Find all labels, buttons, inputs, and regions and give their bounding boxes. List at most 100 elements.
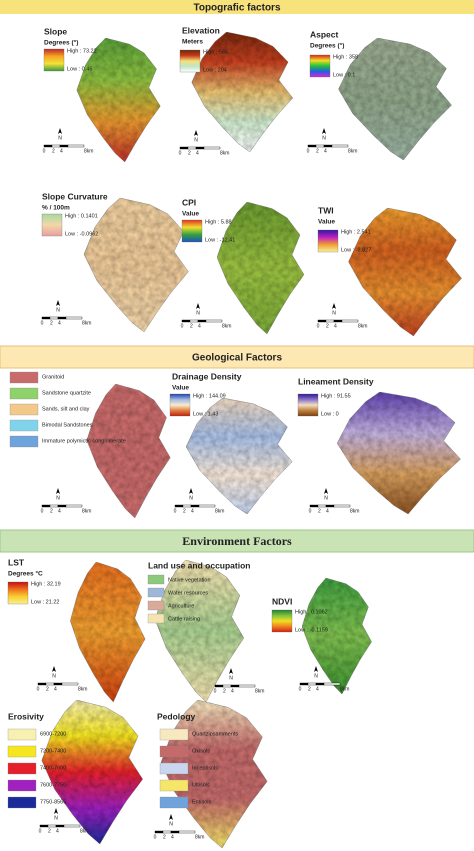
legend-label: 6900-7200 — [40, 731, 66, 737]
unit-label: Meters — [182, 39, 203, 46]
legend-label: 7750-8565 — [40, 799, 66, 805]
legend-label: 7400-7600 — [40, 765, 66, 771]
legend-swatch — [9, 403, 39, 416]
legend-swatch — [9, 371, 39, 384]
scale-bar — [162, 830, 172, 834]
scale-label: 2 — [183, 508, 186, 514]
north-arrow — [196, 303, 200, 309]
section-band — [0, 529, 474, 553]
legend-label: 7200-7400 — [40, 748, 66, 754]
scale-label: 0 — [39, 828, 42, 834]
scale-bar — [37, 682, 47, 686]
panel-title: Slope — [44, 26, 67, 36]
scale-bar — [41, 504, 51, 508]
scale-label: 0 — [214, 688, 217, 694]
scale-bar — [197, 319, 207, 323]
scale-bar — [315, 682, 325, 686]
scale-bar — [189, 319, 199, 323]
north-label: N — [54, 815, 58, 821]
north-arrow — [332, 303, 336, 309]
scale-label: 4 — [191, 508, 194, 514]
scale-label: 8km — [215, 508, 224, 514]
scale-bar — [238, 684, 256, 688]
scale-label: 2 — [48, 828, 51, 834]
section-band — [0, 0, 474, 14]
north-label: N — [229, 675, 233, 681]
scale-bar — [203, 146, 221, 150]
legend-swatch — [159, 745, 189, 758]
scale-bar — [170, 830, 180, 834]
scale-bar — [154, 830, 164, 834]
scale-bar — [315, 144, 325, 148]
legend-label: Bimodal Sandstones — [42, 422, 93, 428]
color-ramp — [43, 48, 65, 72]
north-label: N — [189, 495, 193, 501]
scale-bar — [49, 316, 59, 320]
north-label: N — [194, 137, 198, 143]
scale-label: 4 — [58, 508, 61, 514]
scale-label: 8km — [84, 148, 93, 154]
scale-label: 0 — [41, 320, 44, 326]
scale-bar — [179, 146, 189, 150]
legend-high: High : 2.541 — [341, 229, 371, 235]
scale-label: 0 — [299, 686, 302, 692]
scale-bar — [307, 682, 317, 686]
scale-bar — [182, 504, 192, 508]
north-label: N — [56, 495, 60, 501]
scale-bar — [299, 682, 309, 686]
north-arrow — [194, 130, 198, 136]
panel-title: Slope Curvature — [42, 191, 108, 201]
scale-label: 0 — [307, 148, 310, 154]
scale-label: 8km — [78, 686, 87, 692]
legend-label: Sandstone quartzite — [42, 390, 91, 396]
map — [336, 391, 461, 515]
north-arrow — [324, 488, 328, 494]
unit-label: Value — [172, 385, 189, 392]
scale-label: 8km — [348, 148, 357, 154]
north-arrow — [314, 666, 318, 672]
section-band — [0, 345, 474, 369]
scale-label: 4 — [231, 688, 234, 694]
north-arrow — [169, 814, 173, 820]
legend-high: High : 0.1401 — [65, 213, 98, 219]
legend-low: Low : 1.43 — [193, 411, 218, 417]
color-ramp — [7, 581, 29, 605]
north-arrow — [56, 488, 60, 494]
scale-bar — [230, 684, 240, 688]
legend-swatch — [7, 762, 37, 775]
legend-low: Low : -0.0962 — [65, 231, 98, 237]
panel-title: Erosivity — [8, 711, 44, 721]
scale-bar — [323, 682, 341, 686]
section-title: Geological Factors — [192, 353, 282, 364]
legend-swatch — [159, 796, 189, 809]
scale-label: 2 — [46, 686, 49, 692]
scale-label: 2 — [326, 323, 329, 329]
unit-label: Value — [318, 219, 335, 226]
scale-label: 0 — [154, 834, 157, 840]
scale-label: 8km — [340, 686, 349, 692]
north-label: N — [332, 310, 336, 316]
panel-title: Lineament Density — [298, 376, 374, 386]
north-label: N — [169, 821, 173, 827]
legend-swatch — [147, 600, 165, 611]
color-ramp — [181, 219, 203, 243]
north-label: N — [52, 673, 56, 679]
legend-swatch — [147, 587, 165, 598]
north-label: N — [324, 495, 328, 501]
section-title: Environment Factors — [182, 534, 292, 548]
scale-bar — [317, 319, 327, 323]
scale-label: 8km — [350, 508, 359, 514]
legend-high: High : 0.1062 — [295, 609, 328, 615]
legend-swatch — [159, 762, 189, 775]
legend-swatch — [7, 796, 37, 809]
scale-label: 4 — [198, 323, 201, 329]
panel-title: TWI — [318, 205, 334, 215]
scale-bar — [67, 144, 85, 148]
map — [348, 207, 462, 337]
scale-label: 2 — [318, 508, 321, 514]
map — [216, 201, 305, 335]
scale-bar — [55, 824, 65, 828]
legend-label: 7600-7750 — [40, 782, 66, 788]
scale-label: 8km — [358, 323, 367, 329]
legend-swatch — [147, 574, 165, 585]
